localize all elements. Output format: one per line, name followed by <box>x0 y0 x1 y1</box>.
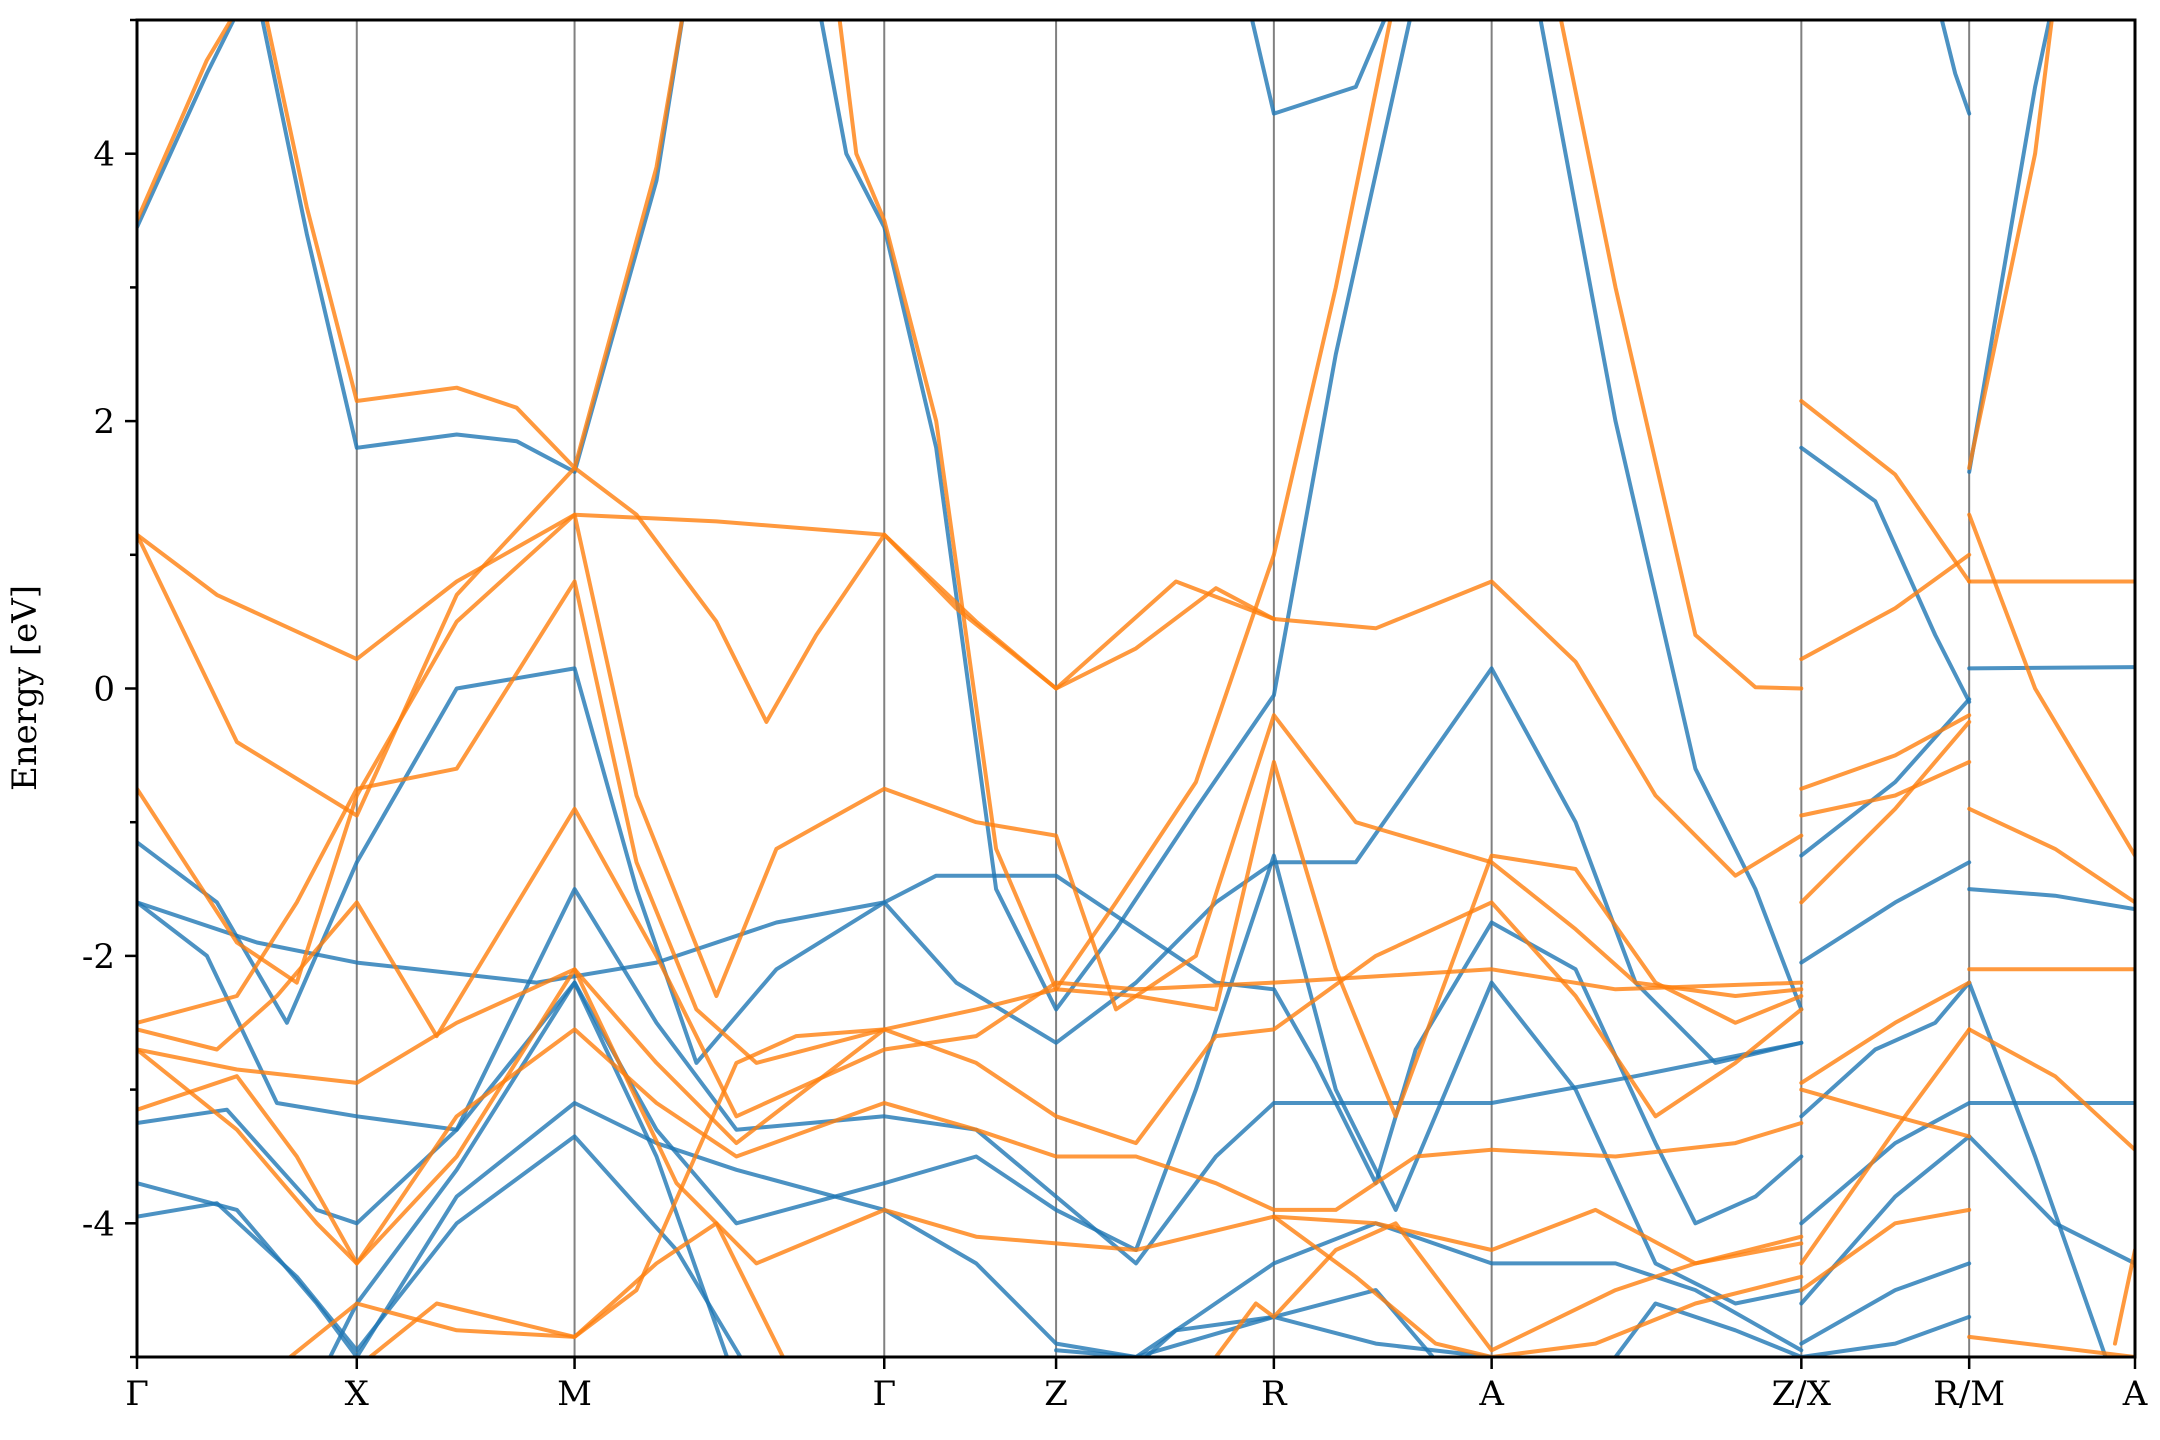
band-line <box>1799 697 1972 858</box>
band-line <box>1250 20 1387 116</box>
x-tick-label: M <box>557 1374 592 1414</box>
band-line <box>1799 1101 2135 1226</box>
band-line <box>137 887 1804 1266</box>
band-line <box>137 20 236 230</box>
band-line <box>2113 1248 2135 1346</box>
band-line <box>137 900 1804 1146</box>
y-tick-label: -2 <box>82 937 115 977</box>
x-axis: Γ X M Γ Z R A Z/X R/M A <box>125 1357 2148 1414</box>
band-line <box>137 1101 1804 1357</box>
band-line <box>1799 1314 1972 1357</box>
band-line <box>137 20 234 223</box>
band-lines <box>137 20 2135 1357</box>
x-tick-label: X <box>345 1374 370 1414</box>
y-tick-label: 4 <box>93 135 115 175</box>
band-line <box>137 967 1804 1266</box>
x-tick-label: Γ <box>872 1374 896 1414</box>
y-tick-label: -4 <box>82 1204 115 1244</box>
band-line <box>1799 980 1972 1119</box>
band-line <box>1967 512 2135 858</box>
band-line <box>137 666 1804 1065</box>
band-line <box>1799 719 1972 905</box>
x-tick-label: R <box>1261 1374 1288 1414</box>
band-line <box>137 465 1276 818</box>
band-line <box>1967 806 2135 905</box>
band-line <box>1799 860 1972 965</box>
band-line <box>1799 399 1972 584</box>
band-line <box>1612 1301 1804 1357</box>
band-line <box>1967 20 2052 474</box>
band-line <box>1558 20 1804 691</box>
x-tick-label: A <box>1478 1374 1504 1414</box>
band-line <box>1799 445 1972 704</box>
band-line <box>1799 552 1972 662</box>
x-tick-label: Z/X <box>1772 1374 1832 1414</box>
x-tick-label: A <box>2122 1374 2148 1414</box>
band-line <box>1967 665 2135 671</box>
y-tick-label: 2 <box>93 402 115 442</box>
y-tick-label: 0 <box>93 670 115 710</box>
band-line <box>286 1221 786 1357</box>
band-line <box>137 666 1804 1226</box>
band-line <box>1967 1334 2135 1357</box>
band-line <box>1967 887 2135 912</box>
band-line <box>1213 1221 1804 1357</box>
band-line <box>137 853 1804 1306</box>
band-line <box>819 20 1412 1012</box>
band-line <box>1799 980 1972 1085</box>
band-line <box>137 1027 1804 1266</box>
band-line <box>1799 1207 1972 1293</box>
band-line <box>366 1027 887 1357</box>
band-line <box>327 980 730 1357</box>
x-tick-label: R/M <box>1933 1374 2005 1414</box>
y-axis: -4 -2 0 2 4 <box>82 18 137 1359</box>
band-line <box>1142 1314 1494 1357</box>
x-tick-label: Γ <box>125 1374 149 1414</box>
band-line <box>1967 20 2054 470</box>
band-line <box>137 806 1804 1119</box>
band-line <box>260 20 685 474</box>
band-line <box>1967 1027 2135 1152</box>
band-line <box>137 579 1804 1119</box>
band-line <box>1799 1261 1972 1346</box>
band-line <box>137 512 1804 1012</box>
band-line <box>1538 20 1804 1012</box>
band-line <box>1799 1087 1972 1139</box>
x-tick-label: Z <box>1044 1374 1068 1414</box>
band-line <box>1799 1134 2135 1306</box>
band-line <box>1799 760 1972 818</box>
y-axis-title: Energy [eV] <box>5 585 45 791</box>
band-line <box>1799 1027 1972 1266</box>
band-line <box>1271 1214 1804 1357</box>
band-line <box>264 20 684 470</box>
band-line <box>1939 20 1972 116</box>
band-line <box>1799 713 1972 791</box>
band-line <box>137 1134 743 1357</box>
